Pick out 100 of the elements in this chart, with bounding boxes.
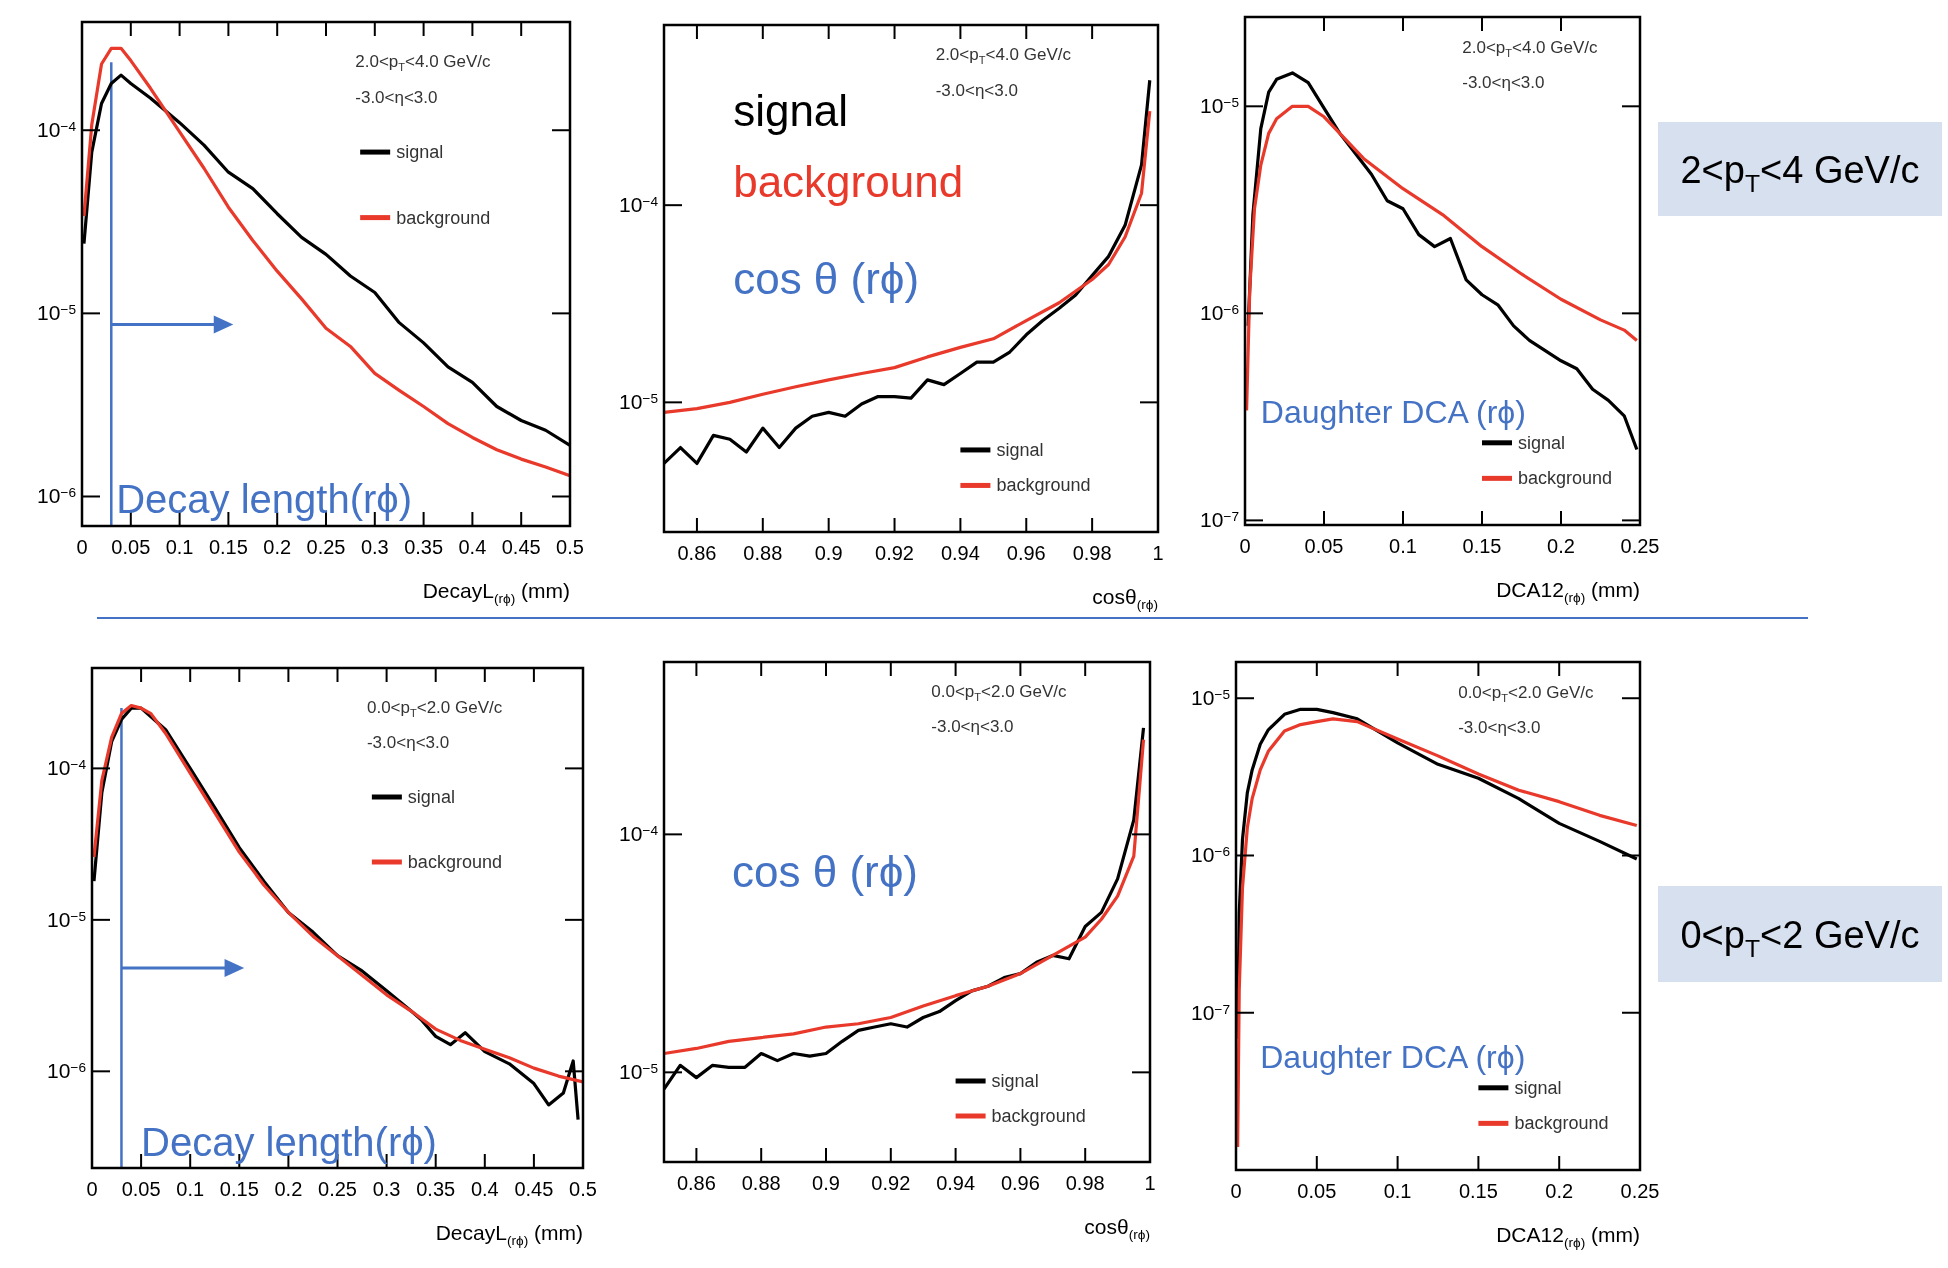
y-tick-label: 10$^{−7}$	[1200, 508, 1239, 532]
x-tick-label: 0.05	[111, 536, 151, 558]
x-tick-label: 0.4	[470, 1178, 499, 1200]
x-tick-label: 0.98	[1065, 1172, 1105, 1194]
x-axis-title: DecayL$_{(rϕ)}$ (mm)	[422, 579, 570, 606]
x-tick-label: 0.15	[219, 1178, 259, 1200]
annotation: Decay length(rϕ)	[141, 1119, 437, 1164]
x-tick-label: 0.3	[360, 536, 389, 558]
x-tick-label: 0.1	[1389, 535, 1417, 557]
annotation: signal	[733, 86, 849, 136]
x-tick-label: 0.9	[814, 542, 843, 564]
legend-label: background	[1518, 468, 1613, 489]
annotation: 2.0<p$_{T}$<4.0 GeV/c	[935, 45, 1072, 67]
x-tick-label: 0.96	[1000, 1172, 1040, 1194]
y-tick-label: 10$^{−5}$	[37, 301, 77, 325]
x-tick-label: 0.1	[165, 536, 194, 558]
x-tick-label: 0.45	[501, 536, 541, 558]
annotation: cos θ (rϕ)	[732, 847, 919, 896]
y-tick-label: 10$^{−5}$	[1191, 686, 1231, 710]
x-tick-label: 0.94	[940, 542, 980, 564]
x-axis-title: DCA12$_{(rϕ)}$ (mm)	[1496, 1223, 1640, 1250]
x-tick-label: 0.92	[871, 1172, 911, 1194]
x-tick-label: 0.2	[274, 1178, 303, 1200]
x-tick-label: 0.35	[404, 536, 444, 558]
y-tick-label: 10$^{−4}$	[47, 756, 87, 780]
annotation: 0.0<p$_{T}$<2.0 GeV/c	[931, 682, 1068, 703]
x-tick-label: 0.86	[677, 542, 717, 564]
annotation: 0.0<p$_{T}$<2.0 GeV/c	[366, 698, 503, 719]
x-tick-label: 0.98	[1072, 542, 1112, 564]
x-tick-label: 0.86	[676, 1172, 716, 1194]
x-tick-label: 0.1	[1383, 1180, 1412, 1202]
y-tick-label: 10$^{−6}$	[37, 484, 76, 508]
x-axis-title: DecayL$_{(rϕ)}$ (mm)	[435, 1221, 583, 1248]
annotation: 2.0<p$_{T}$<4.0 GeV/c	[1462, 37, 1599, 59]
y-tick-label: 10$^{−5}$	[47, 907, 87, 931]
x-tick-label: 0.88	[743, 542, 783, 564]
x-tick-label: 0.9	[812, 1172, 840, 1194]
y-tick-label: 10$^{−4}$	[619, 193, 659, 217]
x-tick-label: 0.05	[121, 1178, 161, 1200]
x-tick-label: 0.4	[458, 536, 487, 558]
x-tick-label: 0.3	[372, 1178, 401, 1200]
legend-label: signal	[1518, 432, 1566, 453]
x-tick-label: 0.25	[1620, 1180, 1660, 1202]
x-tick-label: 1	[1144, 1172, 1156, 1194]
annotation: Daughter DCA (rϕ)	[1260, 394, 1526, 431]
legend-label: background	[991, 1106, 1086, 1126]
legend-label: signal	[396, 142, 444, 163]
legend-label: background	[1514, 1113, 1609, 1134]
x-tick-label: 0.88	[741, 1172, 781, 1194]
y-tick-label: 10$^{−5}$	[619, 390, 659, 414]
x-tick-label: 0.2	[1545, 1180, 1574, 1202]
x-tick-label: 0.96	[1006, 542, 1046, 564]
annotation: cos θ (rϕ)	[733, 253, 920, 303]
x-tick-label: 0.94	[936, 1172, 976, 1194]
y-tick-label: 10$^{−6}$	[1200, 301, 1239, 325]
x-tick-label: 0.05	[1304, 535, 1344, 557]
x-tick-label: 0.5	[556, 536, 584, 558]
x-axis-title: DCA12$_{(rϕ)}$ (mm)	[1496, 578, 1640, 605]
x-tick-label: 0	[76, 536, 88, 558]
x-tick-label: 0.45	[514, 1178, 554, 1200]
x-axis-title: cosθ$_{(rϕ)}$	[1092, 585, 1158, 612]
x-tick-label: 0	[1239, 535, 1251, 557]
annotation: background	[733, 157, 964, 207]
x-tick-label: 0.15	[1458, 1180, 1498, 1202]
x-tick-label: 0.92	[875, 542, 914, 564]
annotation: -3.0<η<3.0	[1458, 718, 1541, 738]
annotation: -3.0<η<3.0	[355, 87, 438, 107]
x-tick-label: 0.5	[569, 1178, 597, 1200]
y-tick-label: 10$^{−6}$	[1191, 843, 1230, 867]
text: 0<p$_{T}$<2 GeV/c	[1680, 913, 1920, 962]
x-tick-label: 0.15	[1462, 535, 1502, 557]
x-tick-label: 1	[1152, 542, 1164, 564]
y-tick-label: 10$^{−6}$	[47, 1059, 86, 1083]
y-tick-label: 10$^{−5}$	[619, 1060, 659, 1084]
annotation: 0.0<p$_{T}$<2.0 GeV/c	[1458, 682, 1594, 704]
legend-label: background	[396, 207, 491, 228]
text: 2<p$_{T}$<4 GeV/c	[1680, 148, 1920, 197]
annotation: Decay length(rϕ)	[116, 477, 412, 522]
x-tick-label: 0.15	[208, 536, 248, 558]
annotation: 2.0<p$_{T}$<4.0 GeV/c	[355, 52, 492, 74]
x-tick-label: 0.25	[318, 1178, 357, 1200]
x-tick-label: 0.25	[1620, 535, 1660, 557]
y-tick-label: 10$^{−5}$	[1200, 94, 1240, 118]
legend-label: background	[996, 475, 1091, 496]
x-axis-title: cosθ$_{(rϕ)}$	[1084, 1215, 1150, 1242]
annotation: -3.0<η<3.0	[1462, 73, 1545, 93]
x-tick-label: 0.35	[416, 1178, 456, 1200]
y-tick-label: 10$^{−7}$	[1191, 1000, 1230, 1024]
annotation: -3.0<η<3.0	[935, 80, 1018, 100]
x-tick-label: 0.1	[176, 1178, 205, 1200]
x-tick-label: 0.2	[263, 536, 292, 558]
x-tick-label: 0.25	[306, 536, 346, 558]
x-tick-label: 0	[86, 1178, 98, 1200]
x-tick-label: 0.05	[1297, 1180, 1337, 1202]
legend-label: signal	[1514, 1077, 1562, 1098]
legend-label: signal	[407, 787, 455, 807]
y-tick-label: 10$^{−4}$	[619, 822, 659, 846]
annotation: Daughter DCA (rϕ)	[1260, 1039, 1526, 1076]
x-tick-label: 0.2	[1547, 535, 1575, 557]
annotation: -3.0<η<3.0	[931, 717, 1014, 736]
